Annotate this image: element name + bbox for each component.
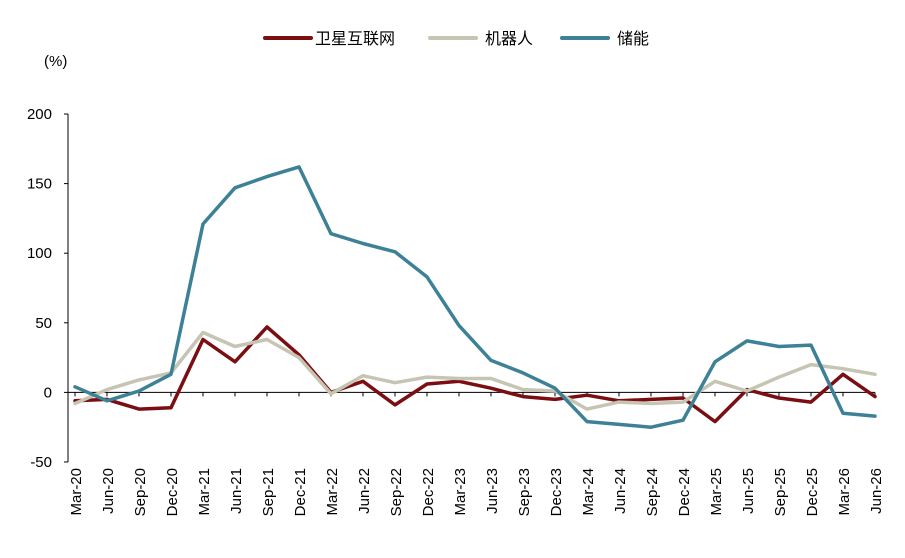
y-tick-label: 150 bbox=[27, 176, 52, 193]
x-tick-label: Mar-22 bbox=[324, 468, 341, 516]
x-tick-label: Mar-21 bbox=[196, 468, 213, 516]
x-tick-label: Jun-21 bbox=[228, 468, 245, 514]
x-tick-label: Mar-23 bbox=[452, 468, 469, 516]
series-line-3 bbox=[73, 165, 877, 429]
y-tick-label: -50 bbox=[30, 454, 52, 471]
x-tick-label: Dec-23 bbox=[548, 468, 565, 516]
x-tick-label: Sep-25 bbox=[772, 468, 789, 516]
legend-label: 储能 bbox=[617, 29, 649, 48]
x-tick-label: Mar-25 bbox=[708, 468, 725, 516]
y-axis: -50 0 50 100 150 200 bbox=[27, 106, 69, 471]
x-tick-label: Mar-20 bbox=[68, 468, 85, 516]
x-tick-label: Sep-21 bbox=[260, 468, 277, 516]
series-layer bbox=[73, 165, 877, 429]
x-tick-label: Sep-20 bbox=[132, 468, 149, 516]
x-tick-label: Dec-22 bbox=[420, 468, 437, 516]
x-tick-label: Jun-23 bbox=[484, 468, 501, 514]
x-tick-label: Dec-24 bbox=[676, 468, 693, 516]
x-tick-label: Jun-20 bbox=[100, 468, 117, 514]
x-tick-label: Sep-23 bbox=[516, 468, 533, 516]
legend: 卫星互联网 机器人 储能 bbox=[263, 29, 649, 48]
x-tick-label: Jun-26 bbox=[868, 468, 885, 514]
y-tick-label: 200 bbox=[27, 106, 52, 123]
y-tick-label: 50 bbox=[35, 315, 52, 332]
x-tick-label: Mar-26 bbox=[836, 468, 853, 516]
series-line-2 bbox=[73, 330, 877, 411]
series-line-1 bbox=[73, 325, 877, 424]
x-tick-label: Sep-24 bbox=[644, 468, 661, 516]
x-tick-label: Dec-21 bbox=[292, 468, 309, 516]
legend-label: 机器人 bbox=[485, 29, 533, 48]
x-tick-label: Jun-25 bbox=[740, 468, 757, 514]
x-tick-label: Jun-24 bbox=[612, 468, 629, 514]
legend-label: 卫星互联网 bbox=[315, 29, 395, 48]
x-tick-label: Sep-22 bbox=[388, 468, 405, 516]
y-tick-label: 100 bbox=[27, 245, 52, 262]
x-tick-label: Dec-20 bbox=[164, 468, 181, 516]
x-axis: Mar-20 Jun-20 Sep-20 Dec-20 Mar-21 Jun-21 Sep-… bbox=[68, 391, 885, 516]
x-tick-label: Mar-24 bbox=[580, 468, 597, 516]
y-tick-label: 0 bbox=[44, 384, 52, 401]
legend-item: 机器人 bbox=[428, 29, 533, 48]
x-tick-label: Jun-22 bbox=[356, 468, 373, 514]
legend-item: 储能 bbox=[560, 29, 649, 48]
x-tick-label: Dec-25 bbox=[804, 468, 821, 516]
y-axis-unit-label: (%) bbox=[44, 53, 67, 70]
legend-item: 卫星互联网 bbox=[263, 29, 395, 48]
